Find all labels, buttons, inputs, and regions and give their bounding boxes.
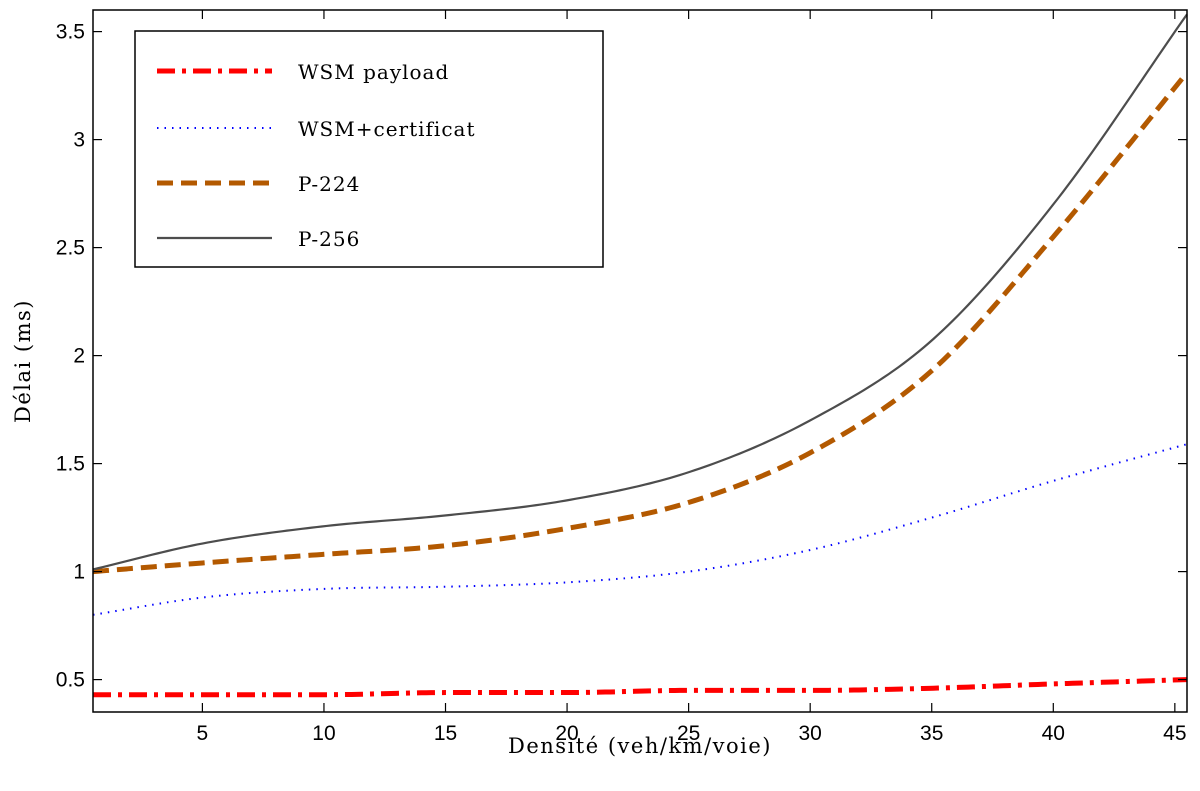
x-tick-label: 35 <box>920 722 943 745</box>
y-tick-label: 2 <box>73 345 85 368</box>
series-line-3 <box>92 13 1188 571</box>
y-tick-label: 3.5 <box>56 21 85 44</box>
legend: WSM payload WSM+certificat P-224 P-256 <box>134 30 604 268</box>
series-line-0 <box>93 677 1188 698</box>
x-tick-label: 5 <box>197 722 209 745</box>
legend-label-wsm-payload: WSM payload <box>298 60 449 84</box>
x-tick-label: 10 <box>312 722 335 745</box>
x-tick-label: 25 <box>677 722 700 745</box>
y-tick-label: 1.5 <box>56 453 85 476</box>
series-layer <box>92 13 1189 698</box>
x-tick-label: 15 <box>434 722 457 745</box>
legend-box <box>134 30 604 268</box>
y-axis-label: Délai (ms) <box>11 299 35 423</box>
x-axis-label: Densité (veh/km/voie) <box>508 734 772 758</box>
x-tick-label: 40 <box>1042 722 1065 745</box>
legend-label-wsm-certificat: WSM+certificat <box>298 117 476 141</box>
x-tick-label: 45 <box>1163 722 1186 745</box>
y-tick-label: 0.5 <box>56 669 85 692</box>
y-tick-label: 2.5 <box>56 237 85 260</box>
series-line-2 <box>92 71 1189 575</box>
plot-frame <box>92 9 1188 713</box>
x-tick-label: 20 <box>555 722 578 745</box>
legend-label-p224: P-224 <box>298 172 360 196</box>
legend-swatches <box>157 68 272 240</box>
y-tick-label: 1 <box>73 561 85 584</box>
y-tick-label: 3 <box>73 129 85 152</box>
x-tick-label: 30 <box>798 722 821 745</box>
legend-label-p256: P-256 <box>298 227 360 251</box>
tick-layer: 5 10 15 20 25 30 35 40 45 0.5 1 1.5 2 2.5 3 3.5 <box>56 10 1187 745</box>
series-line-1 <box>92 443 1188 616</box>
